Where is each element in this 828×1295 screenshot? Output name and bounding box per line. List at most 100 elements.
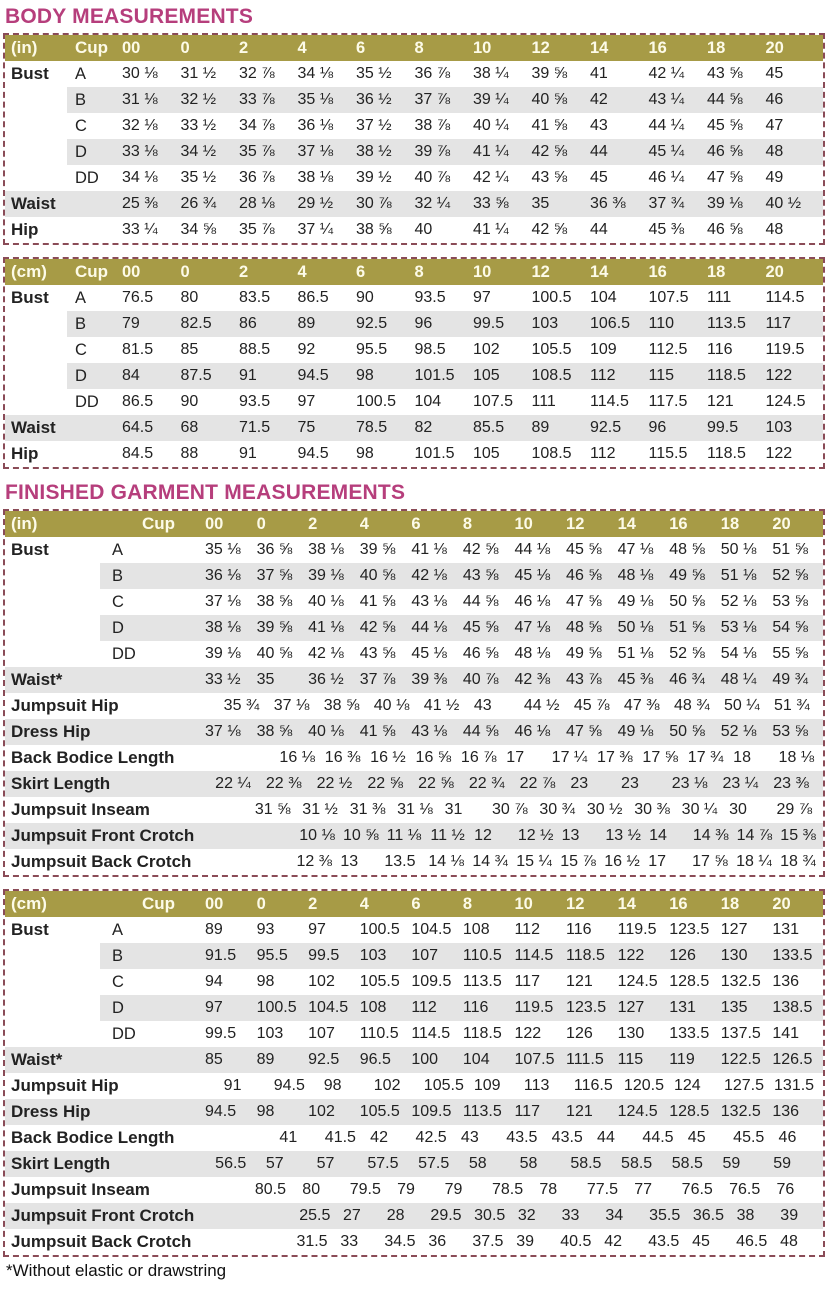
row-values: 94.5 98 102 105.5 109.5 113.5 117 121 124.5 128.5… [204, 1099, 823, 1125]
cup-label [100, 1099, 204, 1125]
cell-value: 41 ⅛ [308, 619, 344, 636]
cell-value: 98 [256, 973, 275, 990]
size-column-header: 00 [122, 263, 141, 281]
cell-value: 49 ⅛ [617, 723, 654, 740]
cell-value: 99.5 [473, 315, 505, 332]
cell-value: 79 [444, 1181, 463, 1198]
cell-value: 117.5 [648, 393, 688, 410]
cell-value: 89 [256, 1051, 275, 1068]
size-column-header: 4 [297, 263, 307, 281]
cell-value: 54 ⅛ [720, 645, 757, 662]
cell-value: 47 ⅛ [617, 541, 654, 558]
cell-value: 16 ⅛ [279, 749, 316, 766]
cell-value: 80 [180, 289, 199, 306]
cell-value: 46 ⅝ [707, 221, 743, 238]
cell-value: 98 [323, 1077, 342, 1094]
table-row: Jumpsuit Hip 91 94.5 98 102 105.5 109 113 116.5 1… [5, 1073, 823, 1099]
cell-value: 81.5 [122, 341, 154, 358]
cell-value: 110.5 [462, 947, 502, 964]
cell-value: 76.5 [729, 1181, 761, 1198]
cell-value: 127 [617, 999, 645, 1016]
size-column-header: 4 [359, 895, 369, 913]
cell-value: 77 [634, 1181, 653, 1198]
cup-label: DD [112, 1025, 136, 1043]
cell-value: 51 ⅛ [617, 645, 654, 662]
cell-value: 43 [473, 697, 492, 714]
cup-label: C [112, 593, 124, 611]
cell-value: 22 ⅝ [367, 775, 403, 792]
cell-value: 132.5 [720, 1103, 761, 1120]
size-column-header: 20 [765, 263, 784, 281]
cell-value: 31 ⅝ [254, 801, 291, 818]
cell-value: 116 [566, 921, 592, 938]
size-column-header: 18 [720, 895, 740, 913]
cell-value: 46 ¼ [648, 169, 685, 186]
cell-value: 40 ⅛ [373, 697, 410, 714]
cell-value: 10 ⅛ [299, 827, 335, 844]
size-column-header: 12 [531, 39, 550, 57]
section-title-body-measurements: BODY MEASUREMENTS [5, 5, 254, 28]
row-label: Dress Hip [11, 722, 91, 741]
cell-value: 12 ½ [517, 827, 554, 844]
row-label: Bust [11, 64, 49, 83]
cell-value: 49 ⅛ [617, 593, 654, 610]
cell-value: 43 [590, 117, 608, 134]
cell-value: 114.5 [411, 1025, 451, 1042]
cell-value: 41 ¼ [473, 221, 509, 238]
cell-value: 58 [468, 1155, 487, 1172]
cell-value: 141 [772, 1025, 800, 1042]
row-label: Back Bodice Length [11, 1128, 175, 1147]
cell-value: 42 [604, 1233, 623, 1250]
row-values: 91 94.5 98 102 105.5 109 113 116.5 120.5 124 127.5… [223, 1073, 823, 1099]
cell-value: 43 ¼ [648, 91, 685, 108]
cell-value: 122.5 [720, 1051, 761, 1068]
table-row: Waist* 33 ½ 35 36 ½ 37 ⅞ 39 ⅜ 40 ⅞ 42 ⅜ 43 ⅞ 45 ⅜… [5, 667, 823, 693]
cell-value: 105.5 [423, 1077, 464, 1094]
row-label [5, 563, 100, 589]
table-row: Hip 84.5 88 91 94.5 98 101.5 105 108.5 112 115.5 11… [5, 441, 823, 467]
cell-value: 10 ⅝ [342, 827, 379, 844]
cell-value: 42 ¼ [473, 169, 509, 186]
cell-value: 39 [780, 1207, 799, 1224]
cell-value: 42 ¼ [648, 65, 685, 82]
cell-value: 94.5 [297, 367, 329, 384]
cell-value: 14 [649, 827, 667, 844]
cell-value: 98 [356, 367, 374, 384]
size-column-header: 8 [462, 895, 473, 913]
row-label: Bust [11, 920, 49, 939]
cell-value: 34 ⅞ [239, 117, 275, 134]
cell-value: 38 ⅝ [356, 221, 392, 238]
size-column-header: 16 [669, 515, 688, 533]
cell-value: 46 ⅛ [514, 593, 551, 610]
cell-value: 112 [514, 921, 540, 938]
cell-value: 95.5 [256, 947, 288, 964]
cell-value: 46 ¾ [669, 671, 705, 688]
cell-value: 38 ⅝ [256, 593, 293, 610]
table-row: Skirt Length 22 ¼ 22 ⅜ 22 ½ 22 ⅝ 22 ⅝ 22 ¾ 22 ⅞… [5, 771, 823, 797]
row-label: Waist [11, 194, 56, 213]
cell-value: 100.5 [356, 393, 397, 410]
cell-value: 44 ¼ [648, 117, 685, 134]
table-row: DD 86.5 90 93.5 97 100.5 104 107.5 111 114.5 117.5… [5, 389, 823, 415]
cell-value: 48 [780, 1233, 798, 1250]
cell-value: 123.5 [669, 921, 710, 938]
cell-value: 42 ⅝ [462, 541, 499, 558]
cell-value: 45 ¼ [648, 143, 685, 160]
cell-value: 37 ½ [356, 117, 392, 134]
cell-value: 114.5 [590, 393, 629, 410]
cell-value: 46 ⅛ [514, 723, 551, 740]
cell-value: 30 ⅞ [356, 195, 392, 212]
cell-value: 127.5 [723, 1077, 765, 1094]
cup-label: B [100, 563, 204, 589]
row-values: 89 93 97 100.5 104.5 108 112 116 119.5 123.5 127 13… [204, 917, 823, 943]
unit-label: (cm) [11, 262, 47, 281]
cell-value: 18 ⅛ [778, 749, 815, 766]
cell-value: 92.5 [308, 1051, 340, 1068]
cell-value: 58.5 [671, 1155, 703, 1172]
cell-value: 42 ⅛ [411, 567, 447, 584]
row-label [5, 363, 67, 389]
cell-value: 33 ½ [205, 671, 241, 688]
cell-value: 100 [411, 1051, 439, 1068]
cell-value: 120.5 [623, 1077, 664, 1094]
